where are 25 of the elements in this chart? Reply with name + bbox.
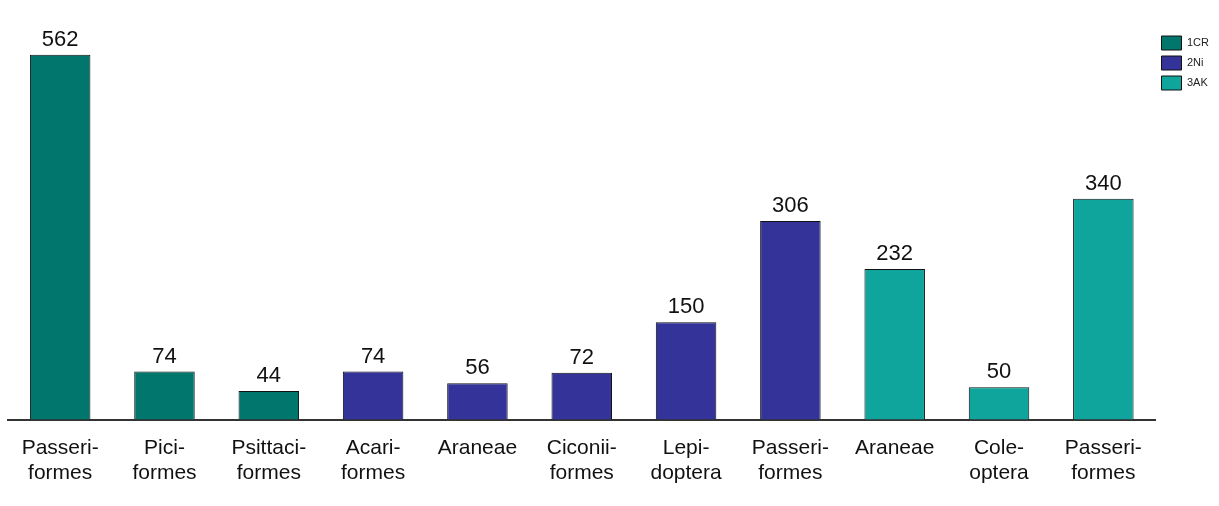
data-label: 44 — [256, 362, 282, 388]
legend-label: 3AK — [1186, 76, 1209, 89]
data-label: 232 — [876, 240, 914, 266]
x-tick-label: Lepi- doptera — [650, 435, 722, 484]
data-label: 74 — [360, 342, 386, 368]
x-tick-label: Passeri- formes — [1064, 435, 1142, 484]
legend-label: 1CR — [1186, 36, 1210, 49]
x-tick-label: Cole- optera — [969, 435, 1030, 484]
x-tick-label: Pici- formes — [132, 435, 197, 484]
data-label: 72 — [569, 343, 594, 369]
data-label: 562 — [41, 25, 79, 51]
x-tick-label: Araneae — [855, 435, 935, 458]
x-tick-label: Ciconii- formes — [546, 435, 617, 484]
data-label: 50 — [986, 358, 1012, 384]
x-tick-label: Passeri- formes — [751, 435, 829, 484]
data-label: 74 — [152, 342, 177, 368]
x-tick-label: Araneae — [437, 435, 518, 458]
legend-label: 2Ni — [1186, 56, 1204, 69]
data-label: 340 — [1084, 169, 1122, 195]
data-label: 306 — [772, 191, 809, 217]
data-label: 56 — [465, 354, 490, 380]
data-label: 150 — [667, 293, 705, 319]
x-tick-label: Passeri- formes — [21, 435, 99, 484]
x-tick-label: Acari- formes — [341, 435, 406, 484]
x-tick-label: Psittaci- formes — [231, 435, 307, 484]
